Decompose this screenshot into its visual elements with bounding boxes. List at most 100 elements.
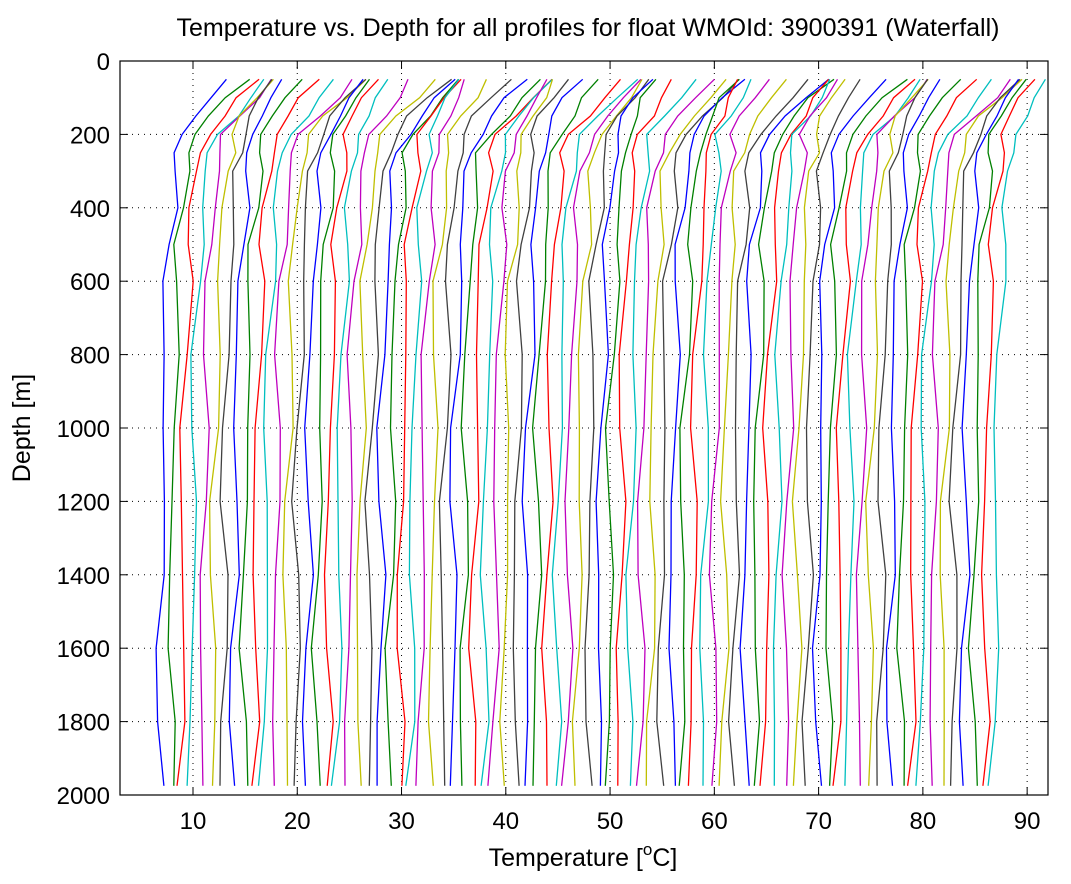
profile-line-31 xyxy=(468,78,553,786)
profile-line-67 xyxy=(844,78,921,786)
x-tick-label: 80 xyxy=(910,808,937,835)
profile-line-73 xyxy=(906,78,978,786)
axis-ticks xyxy=(120,60,1048,796)
profile-line-48 xyxy=(645,78,727,786)
profile-line-46 xyxy=(625,78,697,786)
profile-line-38 xyxy=(541,78,621,786)
profile-line-9 xyxy=(238,78,303,786)
profile-line-27 xyxy=(427,79,487,786)
profile-line-44 xyxy=(604,78,657,786)
profile-line-4 xyxy=(186,78,265,786)
profile-line-59 xyxy=(759,78,830,786)
y-tick-labels: 0 200 400 600 800 1000 1200 1400 1600 1800 2000 xyxy=(57,49,110,810)
profile-line-43 xyxy=(595,78,654,786)
x-tick-label: 60 xyxy=(701,808,728,835)
y-tick-label: 0 xyxy=(97,49,110,76)
x-tick-label: 30 xyxy=(388,808,415,835)
profile-line-21 xyxy=(364,78,452,786)
profile-line-71 xyxy=(885,78,941,786)
profile-line-76 xyxy=(939,78,1023,786)
profile-line-79 xyxy=(967,78,1027,786)
profile-line-8 xyxy=(228,78,283,786)
profile-line-12 xyxy=(272,78,353,786)
profile-line-77 xyxy=(948,78,1021,786)
profile-line-72 xyxy=(896,78,962,786)
y-tick-label: 1200 xyxy=(57,489,110,516)
profile-line-34 xyxy=(499,79,554,786)
x-axis-title: Temperature [oC] xyxy=(489,840,678,872)
profile-line-14 xyxy=(291,78,367,786)
profile-line-65 xyxy=(825,78,908,786)
profile-line-1 xyxy=(155,78,227,786)
profile-line-57 xyxy=(739,78,830,786)
profile-line-6 xyxy=(208,78,274,786)
profile-line-28 xyxy=(438,78,512,786)
profile-line-49 xyxy=(656,78,740,786)
profile-line-53 xyxy=(699,79,752,786)
profile-line-18 xyxy=(330,78,389,786)
profile-line-66 xyxy=(832,78,916,786)
x-axis-title-superscript: o xyxy=(643,840,652,859)
y-tick-label: 1600 xyxy=(57,636,110,663)
x-axis-title-main: Temperature [ xyxy=(489,844,643,872)
profile-line-75 xyxy=(929,78,1011,786)
x-tick-labels: 10 20 30 40 50 60 70 80 90 xyxy=(180,808,1041,835)
x-axis-title-end: C] xyxy=(652,844,677,872)
y-axis-title: Depth [m] xyxy=(8,374,36,482)
profile-line-80 xyxy=(980,78,1036,786)
grid-lines xyxy=(120,61,1048,795)
profile-line-5 xyxy=(199,78,272,786)
profile-line-68 xyxy=(855,78,928,786)
profile-line-56 xyxy=(727,78,809,786)
profile-line-20 xyxy=(356,78,436,786)
profile-line-51 xyxy=(678,78,740,786)
profile-line-23 xyxy=(384,78,459,786)
profile-line-63 xyxy=(801,78,861,786)
y-tick-label: 400 xyxy=(70,196,110,223)
profile-line-13 xyxy=(282,78,367,786)
profile-line-42 xyxy=(584,78,650,786)
profile-line-47 xyxy=(635,78,715,786)
profile-line-41 xyxy=(571,78,643,786)
y-tick-label: 800 xyxy=(70,343,110,370)
profile-line-7 xyxy=(219,78,273,786)
profile-line-70 xyxy=(876,78,929,786)
profile-line-10 xyxy=(251,78,320,786)
profile-line-24 xyxy=(396,78,462,786)
profile-line-61 xyxy=(781,78,839,786)
profile-line-62 xyxy=(791,78,846,786)
profile-line-16 xyxy=(310,78,371,786)
y-tick-label: 1000 xyxy=(57,416,110,443)
profile-line-58 xyxy=(753,78,835,786)
y-tick-label: 1800 xyxy=(57,710,110,737)
x-tick-label: 90 xyxy=(1014,808,1041,835)
x-tick-label: 70 xyxy=(805,808,832,835)
y-tick-label: 2000 xyxy=(57,783,110,810)
profile-line-35 xyxy=(512,78,570,786)
profile-line-54 xyxy=(708,78,770,786)
profile-line-15 xyxy=(301,78,364,786)
profile-line-17 xyxy=(323,78,379,786)
x-tick-label: 50 xyxy=(597,808,624,835)
y-tick-label: 200 xyxy=(70,122,110,149)
y-tick-label: 1400 xyxy=(57,563,110,590)
chart-title: Temperature vs. Depth for all profiles f… xyxy=(176,14,999,42)
profile-line-32 xyxy=(479,78,553,786)
profile-line-40 xyxy=(560,78,642,786)
x-tick-label: 10 xyxy=(180,808,207,835)
profile-line-29 xyxy=(449,78,528,786)
profile-line-37 xyxy=(531,78,599,786)
profile-line-36 xyxy=(521,78,584,786)
profile-line-30 xyxy=(459,78,541,786)
profile-line-45 xyxy=(615,78,672,786)
profile-line-50 xyxy=(668,78,746,786)
profile-line-2 xyxy=(167,78,251,786)
profile-series-group xyxy=(155,78,1046,786)
profile-line-25 xyxy=(405,78,460,786)
profile-line-52 xyxy=(687,79,739,786)
profile-line-39 xyxy=(551,78,639,786)
profile-line-81 xyxy=(987,78,1046,786)
profile-line-60 xyxy=(772,79,831,786)
profile-line-33 xyxy=(487,78,548,786)
